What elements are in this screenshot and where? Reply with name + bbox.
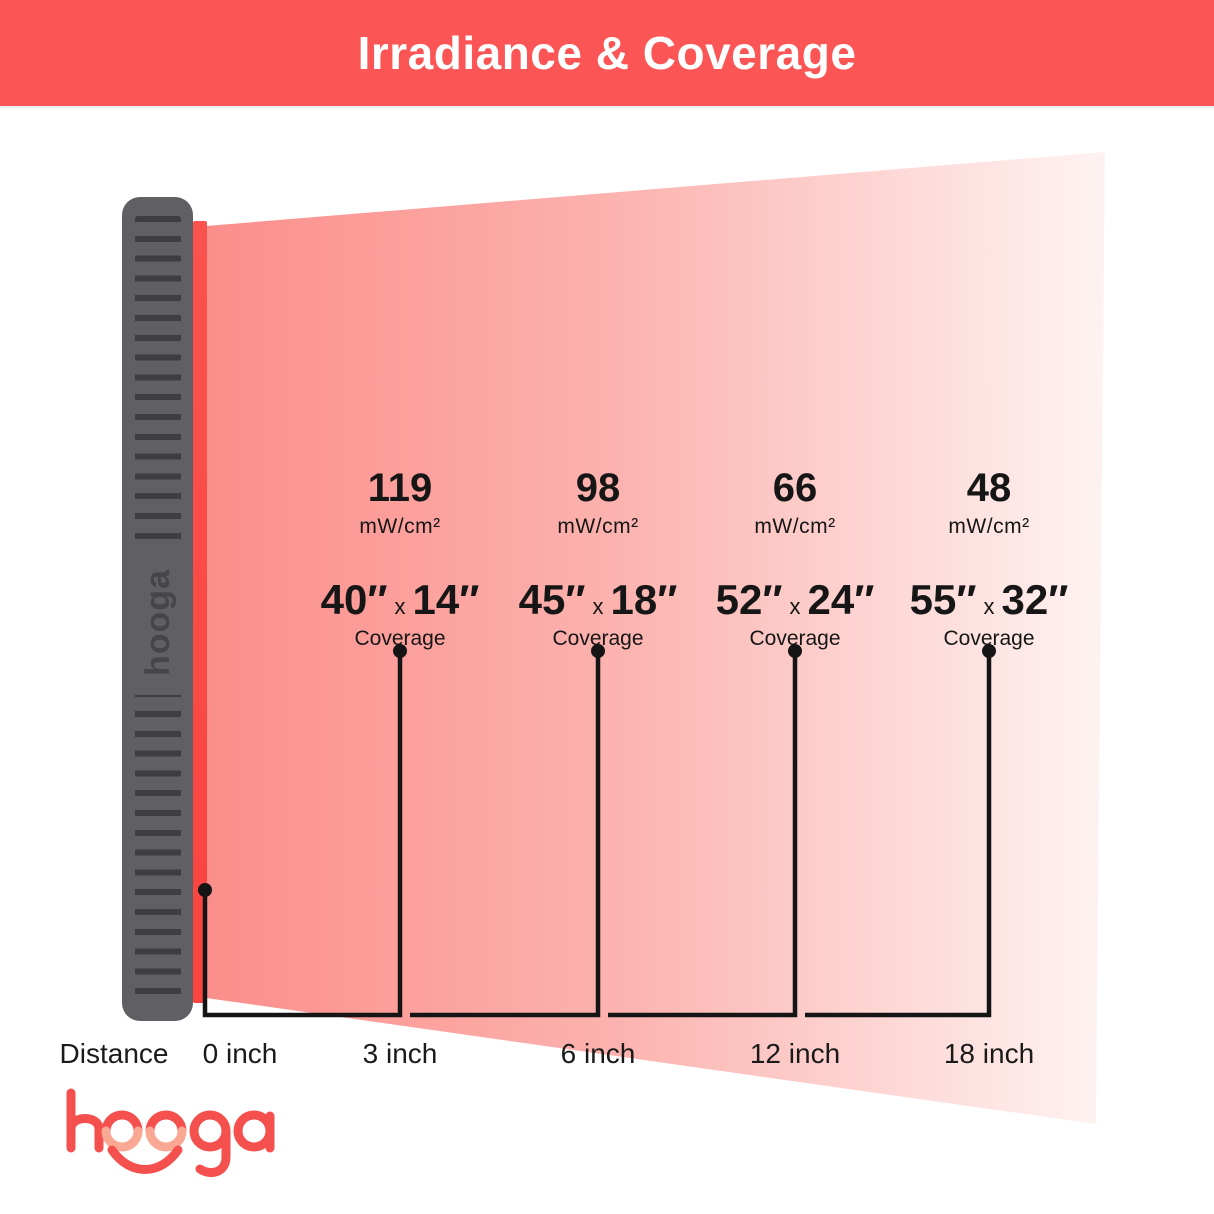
bracket-18-inch (805, 651, 992, 1018)
logo-letter-g-bowl (189, 1110, 231, 1152)
dimension-width: 52″ (715, 576, 783, 623)
logo-letter-a-bowl (233, 1110, 275, 1152)
irradiance-value: 48 (966, 466, 1012, 510)
coverage-dimensions: 40″ x 14″ (321, 579, 480, 621)
device-panel: hooga (122, 197, 193, 1021)
coverage-label: Coverage (552, 627, 644, 650)
irradiance-unit: mW/cm² (557, 515, 639, 538)
bracket-6-inch (410, 651, 601, 1018)
logo-letter-o (101, 1110, 143, 1136)
irradiance-value: 66 (772, 466, 818, 510)
logo-smile (107, 1145, 183, 1174)
coverage-label: Coverage (943, 627, 1035, 650)
dimension-width: 45″ (518, 576, 586, 623)
dimension-separator: x (983, 594, 995, 619)
dimension-separator: x (394, 594, 406, 619)
stat-column-18-inch: 48 mW/cm² 55″ x 32″ Coverage (910, 468, 1069, 651)
dimension-width: 55″ (909, 576, 977, 623)
stat-column-6-inch: 98 mW/cm² 45″ x 18″ Coverage (519, 468, 678, 651)
irradiance-value: 98 (575, 466, 621, 510)
irradiance-unit: mW/cm² (754, 515, 836, 538)
dimension-height: 14″ (412, 576, 480, 623)
page-title: Irradiance & Coverage (357, 27, 857, 79)
panel-brand-area: hooga (128, 550, 188, 695)
dimension-separator: x (789, 594, 801, 619)
dimension-height: 24″ (807, 576, 875, 623)
logo-letter-o-lower (145, 1126, 187, 1152)
distance-label-18-inch: 18 inch (943, 1038, 1035, 1069)
logo-letter-h (66, 1088, 104, 1153)
logo-letter-o-lower (101, 1126, 143, 1152)
logo-letter-g-tail (195, 1126, 231, 1177)
distance-label-12-inch: 12 inch (749, 1038, 841, 1069)
distance-axis-label: Distance (59, 1038, 169, 1069)
distance-label-0-inch: 0 inch (202, 1038, 278, 1069)
dimension-height: 32″ (1001, 576, 1069, 623)
dimension-height: 18″ (610, 576, 678, 623)
distance-label-6-inch: 6 inch (560, 1038, 636, 1069)
stat-column-12-inch: 66 mW/cm² 52″ x 24″ Coverage (716, 468, 875, 651)
header-banner: Irradiance & Coverage (0, 0, 1214, 106)
led-strip (193, 221, 207, 1003)
bracket-3-inch (202, 651, 403, 1018)
hooga-logo (66, 1088, 275, 1177)
coverage-dimensions: 52″ x 24″ (716, 579, 875, 621)
coverage-dimensions: 55″ x 32″ (910, 579, 1069, 621)
panel-brand-label: hooga (138, 569, 177, 676)
bracket-12-inch (608, 651, 798, 1018)
stat-column-3-inch: 119 mW/cm² 40″ x 14″ Coverage (321, 468, 480, 651)
irradiance-value: 119 (367, 466, 433, 510)
logo-letter-o (145, 1110, 187, 1136)
coverage-dimensions: 45″ x 18″ (519, 579, 678, 621)
irradiance-unit: mW/cm² (948, 515, 1030, 538)
dimension-width: 40″ (320, 576, 388, 623)
coverage-label: Coverage (354, 627, 446, 650)
distance-label-3-inch: 3 inch (362, 1038, 438, 1069)
irradiance-unit: mW/cm² (359, 515, 441, 538)
coverage-label: Coverage (749, 627, 841, 650)
dimension-separator: x (592, 594, 604, 619)
